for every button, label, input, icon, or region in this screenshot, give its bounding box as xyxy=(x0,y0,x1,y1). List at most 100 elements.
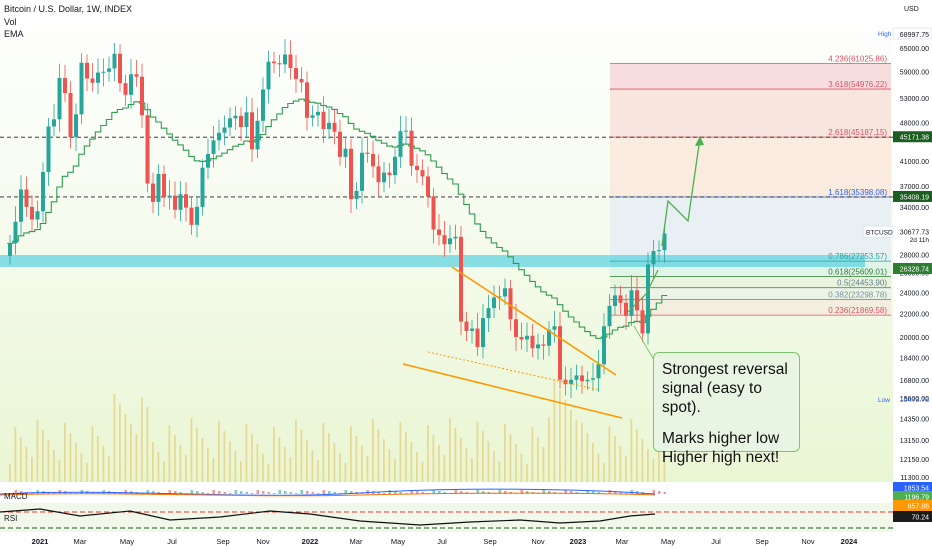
time-tick-label: Jul xyxy=(437,537,447,546)
candle xyxy=(453,224,458,250)
volume-bar xyxy=(240,461,242,482)
fib-zone xyxy=(610,276,891,288)
volume-bar xyxy=(438,445,440,482)
time-tick-label: 2021 xyxy=(32,537,49,546)
macd-histogram-bar xyxy=(663,492,666,494)
volume-bar xyxy=(80,453,83,482)
macd-histogram-bar xyxy=(91,492,94,494)
wedge-mid-dotted xyxy=(427,351,601,391)
candle-body xyxy=(343,148,348,157)
volume-bar xyxy=(135,434,138,482)
macd-histogram-bar xyxy=(542,490,545,494)
callout-pointer xyxy=(633,325,655,361)
volume-bar xyxy=(597,453,600,482)
candle xyxy=(294,54,298,93)
candle xyxy=(305,71,309,131)
candle xyxy=(343,137,348,169)
current-price-badge: 30677.73 xyxy=(900,230,929,237)
candle xyxy=(321,96,326,143)
macd-histogram-bar xyxy=(306,491,309,494)
volume-bar xyxy=(245,424,248,482)
candle xyxy=(63,64,67,102)
volume-bar xyxy=(317,460,319,482)
volume-bar xyxy=(322,423,325,482)
time-tick-label: May xyxy=(661,537,675,546)
candle xyxy=(35,200,40,229)
price-axis-panel xyxy=(893,0,932,550)
fib-zone xyxy=(610,287,891,300)
volume-bar xyxy=(130,424,132,482)
candle xyxy=(646,252,650,345)
candle-body xyxy=(420,170,425,177)
price-tick-label: 11300.00 xyxy=(900,475,929,482)
macd-line xyxy=(0,488,656,496)
volume-bar xyxy=(636,429,638,482)
candle-body xyxy=(360,152,364,191)
vol-indicator-label[interactable]: Vol xyxy=(4,17,17,27)
volume-bar xyxy=(75,443,77,482)
candle xyxy=(107,56,111,82)
macd-histogram-bar xyxy=(394,491,397,494)
candle-body xyxy=(299,78,304,83)
macd-badge: 657.86 xyxy=(908,504,930,511)
volume-bar xyxy=(86,463,88,482)
macd-histogram-bar xyxy=(619,492,622,494)
fib-level-label: 0.5(24453.90) xyxy=(837,279,887,288)
candle-body xyxy=(558,326,562,380)
macd-histogram-bar xyxy=(69,492,72,494)
time-tick-label: 2023 xyxy=(570,537,587,546)
volume-bar xyxy=(163,462,165,482)
price-tick-label: 48000.00 xyxy=(900,120,929,127)
candle xyxy=(514,303,518,351)
candle-body xyxy=(189,207,194,225)
volume-bar xyxy=(537,437,539,482)
macd-histogram-bar xyxy=(460,491,463,494)
volume-bar xyxy=(278,437,281,482)
volume-bar xyxy=(399,422,402,482)
volume-bar xyxy=(619,446,622,482)
volume-bar xyxy=(256,444,259,482)
fib-zone xyxy=(610,299,891,316)
macd-histogram-bar xyxy=(289,492,292,494)
candle-body xyxy=(530,335,535,349)
candle-body xyxy=(35,211,40,220)
candle-body xyxy=(409,130,414,166)
time-tick-label: May xyxy=(391,537,405,546)
ema-indicator-label[interactable]: EMA xyxy=(4,29,24,39)
candle-body xyxy=(398,131,403,157)
candle xyxy=(464,311,469,341)
candle-body xyxy=(195,206,199,225)
price-tick-label: 41000.00 xyxy=(900,159,929,166)
volume-bar xyxy=(42,430,44,482)
macd-histogram-bar xyxy=(146,490,149,494)
candle-body xyxy=(112,53,117,69)
price-tick-label: 22000.00 xyxy=(900,312,929,319)
candle xyxy=(134,59,139,87)
volume-bar xyxy=(339,453,341,482)
candle-body xyxy=(541,344,546,346)
candle-body xyxy=(497,296,502,298)
candle xyxy=(19,175,23,236)
candle xyxy=(519,322,524,350)
candle-body xyxy=(376,166,381,183)
rsi-label: RSI xyxy=(4,514,17,523)
rsi-badge-bg xyxy=(893,511,932,522)
candle xyxy=(255,107,260,159)
candle-body xyxy=(547,329,551,346)
volume-bar xyxy=(113,394,116,482)
candle-body xyxy=(371,153,375,167)
macd-histogram-bar xyxy=(168,490,171,494)
candle-body xyxy=(321,111,326,130)
candle-body xyxy=(52,119,56,127)
candle xyxy=(173,181,177,219)
volume-bar xyxy=(465,448,468,482)
candle-body xyxy=(101,71,106,73)
candle xyxy=(41,162,45,223)
candle-body xyxy=(635,290,639,311)
macd-histogram-bar xyxy=(366,490,369,494)
time-tick-label: Mar xyxy=(74,537,87,546)
macd-histogram-bar xyxy=(190,490,193,494)
candle-body xyxy=(63,78,67,94)
symbol-tag-bg xyxy=(863,225,894,238)
